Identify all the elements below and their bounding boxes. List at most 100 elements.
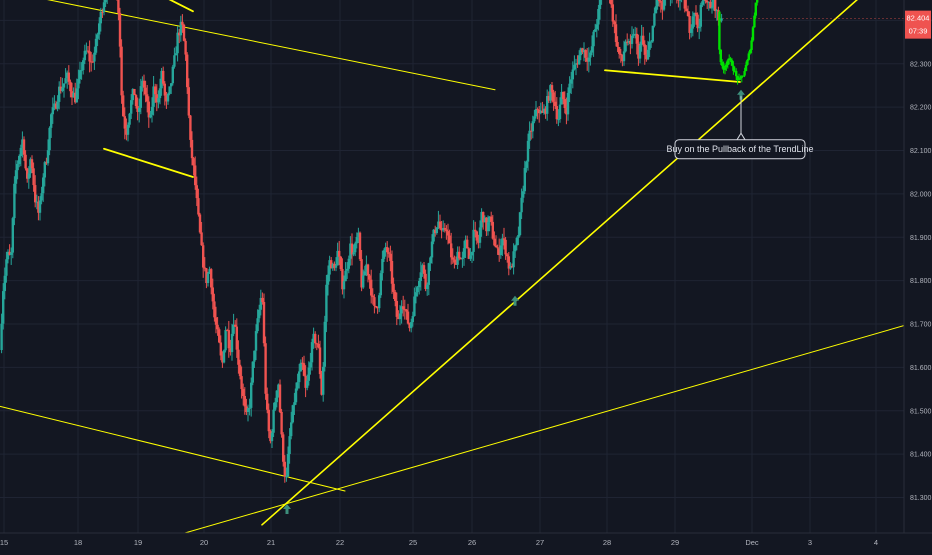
candle-body: [96, 34, 99, 39]
candle-body: [86, 50, 90, 52]
projection-candle-body: [719, 49, 722, 63]
candle-body: [160, 70, 163, 89]
candle-body: [78, 70, 82, 80]
price-tick-label: 81.400: [910, 452, 932, 459]
main-trendline[interactable]: [261, 0, 932, 526]
candle-body: [598, 0, 602, 10]
candle-body: [75, 88, 78, 103]
candle-body: [461, 257, 464, 260]
candle-body: [227, 330, 230, 349]
candle-body: [206, 273, 210, 283]
candle-body: [195, 185, 198, 199]
candle-body: [706, 0, 709, 3]
candle-body: [642, 35, 645, 45]
candle-body: [189, 115, 192, 140]
candle-body: [314, 333, 317, 344]
candle-body: [547, 96, 550, 101]
upper-channel-line[interactable]: [0, 0, 496, 91]
candle-body: [200, 232, 203, 246]
candle-body: [594, 29, 597, 32]
candle-body: [576, 63, 579, 65]
candle-body: [416, 287, 419, 293]
projection-candle-body: [730, 60, 734, 66]
candle-body: [690, 28, 693, 33]
candle-body: [427, 263, 430, 285]
candle-body: [178, 32, 181, 36]
candle-body: [355, 237, 358, 244]
candle-body: [14, 170, 18, 184]
candle-body: [453, 259, 456, 263]
projection-candle-body: [739, 77, 742, 79]
candle-body: [480, 211, 483, 228]
support-line[interactable]: [604, 69, 741, 83]
candle-body: [562, 91, 565, 100]
candle-body: [462, 248, 466, 258]
candle-body: [147, 101, 150, 118]
candle-body: [165, 95, 168, 102]
projection-candle-body: [749, 49, 752, 54]
candle-body: [34, 185, 37, 203]
candle-body: [488, 216, 491, 223]
annotation-notch: [736, 132, 746, 140]
candle-body: [285, 476, 288, 478]
candle-body: [424, 273, 427, 290]
candle-body: [405, 309, 408, 312]
candle-body: [477, 240, 480, 243]
projection-candle-body: [721, 62, 724, 66]
candle-body: [32, 168, 35, 186]
candle-body: [541, 110, 544, 113]
candle-body: [450, 243, 453, 258]
candle-body: [502, 238, 506, 240]
candle-body: [661, 2, 664, 10]
candle-body: [190, 139, 194, 159]
candle-body: [629, 40, 632, 44]
candle-body: [442, 228, 445, 231]
time-tick-label: 4: [874, 538, 878, 547]
flag-bottom-line[interactable]: [103, 147, 194, 178]
arrow-up-icon: [737, 89, 745, 100]
candle-body: [448, 235, 451, 244]
candle-body: [411, 316, 414, 323]
candle-body: [282, 434, 285, 462]
candle-body: [277, 384, 280, 391]
candle-body: [720, 18, 723, 21]
candle-body: [688, 15, 691, 33]
candle-body: [440, 228, 443, 231]
time-axis[interactable]: 15 18 19 20 21 22 25 26 27 28 29 Dec 3 4: [0, 538, 878, 547]
candle-body: [485, 217, 488, 232]
lower-trendline[interactable]: [134, 316, 932, 548]
annotation-callout[interactable]: Buy on the Pullback of the TrendLine: [666, 96, 814, 160]
candle-body: [699, 4, 702, 27]
candle-body: [611, 4, 614, 22]
candle-body: [568, 83, 571, 93]
candle-body: [174, 53, 178, 56]
flag-top-line[interactable]: [112, 0, 194, 13]
candle-body: [475, 231, 478, 241]
candle-body: [262, 301, 266, 344]
candle-body: [94, 38, 98, 53]
candle-body: [22, 139, 26, 155]
candle-body: [91, 61, 94, 63]
candle-body: [58, 86, 61, 102]
candle-body: [496, 247, 499, 249]
price-tick-label: 82.000: [910, 191, 932, 198]
candle-body: [490, 216, 493, 222]
candle-body: [494, 245, 498, 248]
candle-body: [53, 103, 56, 108]
candle-body: [403, 309, 406, 311]
candle-body: [626, 41, 629, 43]
candle-body: [237, 349, 240, 365]
candle-body: [270, 432, 274, 442]
candle-body: [456, 251, 459, 265]
candle-body: [74, 92, 77, 103]
candle-body: [334, 265, 338, 268]
candle-body: [88, 51, 91, 62]
candle-body: [389, 253, 392, 261]
candle-body: [264, 343, 267, 394]
candle-body: [371, 295, 374, 298]
candle-body: [472, 229, 475, 252]
